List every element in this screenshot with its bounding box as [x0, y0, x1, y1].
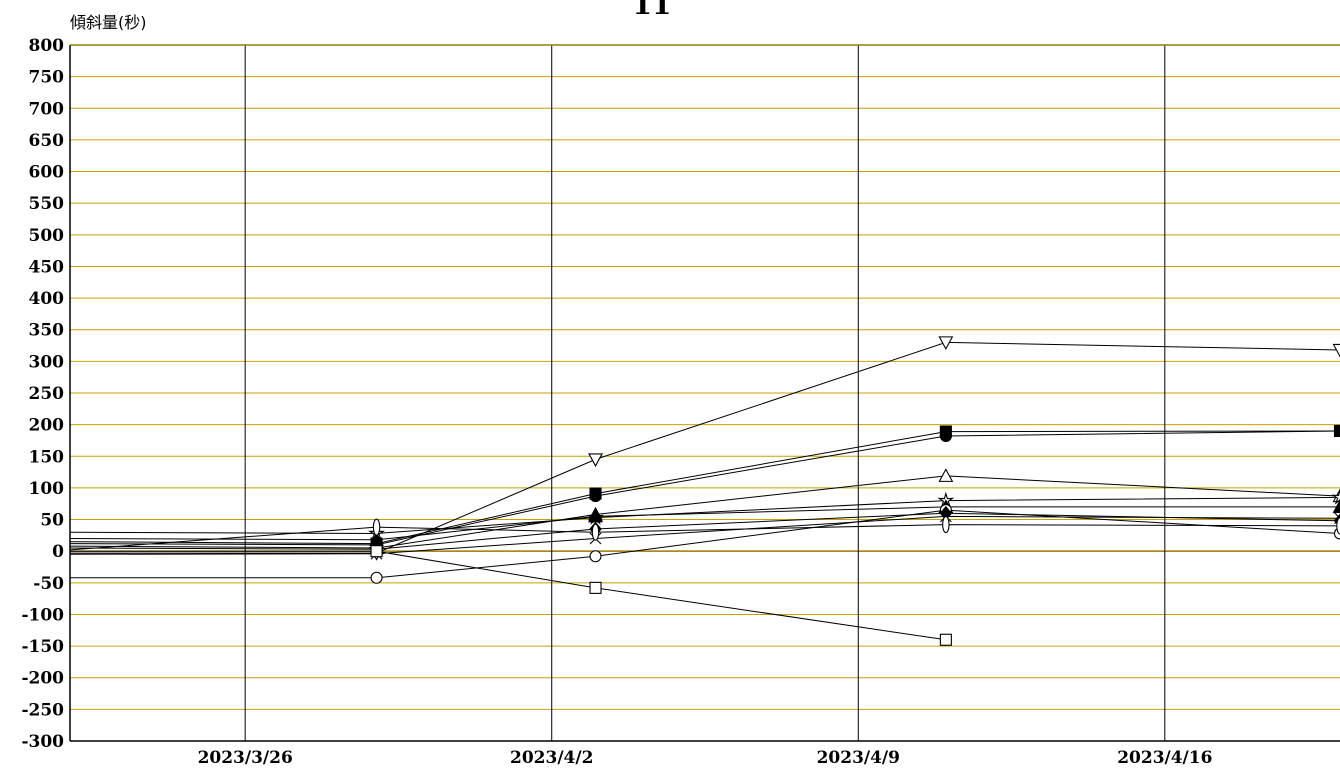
y-tick-label: -150 [21, 637, 64, 657]
y-tick-label: 50 [40, 511, 64, 531]
series-line [70, 550, 946, 641]
series-9 [69, 510, 1340, 560]
y-tick-label: 600 [29, 163, 65, 183]
series-10 [69, 516, 1340, 551]
y-tick-label: 0 [52, 542, 64, 562]
y-tick-label: 250 [29, 384, 65, 404]
data-point [370, 571, 383, 584]
data-point [370, 545, 383, 558]
data-point [591, 523, 600, 541]
x-tick-label: 2023/4/16 [1117, 748, 1212, 768]
data-point [589, 490, 602, 503]
plot-frame [69, 44, 1340, 742]
series-line [70, 341, 1340, 554]
data-point [938, 336, 954, 351]
data-point [1333, 424, 1340, 438]
chart-title: 11 [633, 0, 672, 21]
y-tick-label: 550 [29, 194, 65, 214]
y-tick-label: -300 [21, 732, 64, 752]
data-point [938, 468, 954, 482]
series-7 [70, 504, 1340, 584]
y-tick-label: 500 [29, 226, 65, 246]
x-tick-label: 2023/4/2 [510, 748, 593, 768]
data-point [589, 550, 602, 563]
y-tick-label: 100 [29, 479, 65, 499]
x-tick-label: 2023/3/26 [198, 748, 293, 768]
series-4 [69, 468, 1340, 555]
data-point [372, 518, 381, 536]
series-1 [70, 336, 1340, 561]
data-point [1334, 512, 1340, 525]
series-line [69, 524, 1340, 551]
y-tick-labels: -300 -250 -200 -150 -100 -50 0 50 100 150 200 250 30… [21, 36, 64, 752]
x-gridlines [244, 45, 1166, 741]
series-11 [70, 545, 952, 646]
x-tick-label: 2023/4/9 [817, 748, 900, 768]
data-point [1332, 499, 1340, 513]
series-lines [69, 336, 1340, 646]
data-point [1332, 343, 1340, 358]
series-2 [69, 424, 1340, 550]
data-point [589, 581, 602, 594]
data-point [588, 453, 603, 468]
y-tick-label: 300 [29, 352, 65, 372]
y-tick-label: 200 [29, 416, 65, 436]
data-point [939, 429, 952, 443]
data-point [939, 633, 952, 646]
data-point [1336, 517, 1340, 535]
y-tick-label: -200 [21, 669, 64, 689]
y-gridlines [70, 44, 1340, 742]
y-tick-label: 350 [29, 321, 65, 341]
y-tick-label: 800 [29, 36, 65, 56]
y-tick-label: 750 [29, 68, 65, 88]
data-point [1331, 488, 1340, 505]
y-tick-label: 450 [29, 257, 65, 277]
y-tick-label: 400 [29, 289, 65, 309]
y-axis-label: 傾斜量(秒) [70, 13, 147, 32]
y-tick-label: -50 [33, 574, 64, 594]
y-tick-label: -100 [21, 605, 64, 625]
x-tick-labels: 2023/3/26 2023/4/2 2023/4/9 2023/4/16 [198, 748, 1213, 768]
data-point [942, 516, 950, 534]
y-tick-label: 700 [29, 99, 65, 119]
series-6 [69, 499, 1340, 546]
series-line [69, 430, 1340, 545]
y-tick-label: -250 [21, 700, 64, 720]
y-tick-label: 650 [29, 131, 65, 151]
y-tick-label: 150 [29, 447, 65, 467]
